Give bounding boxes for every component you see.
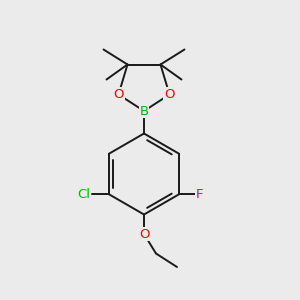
Text: B: B: [140, 104, 148, 118]
Text: F: F: [196, 188, 203, 201]
Text: O: O: [164, 88, 175, 101]
Text: O: O: [113, 88, 124, 101]
Text: O: O: [139, 227, 149, 241]
Text: Cl: Cl: [77, 188, 91, 201]
